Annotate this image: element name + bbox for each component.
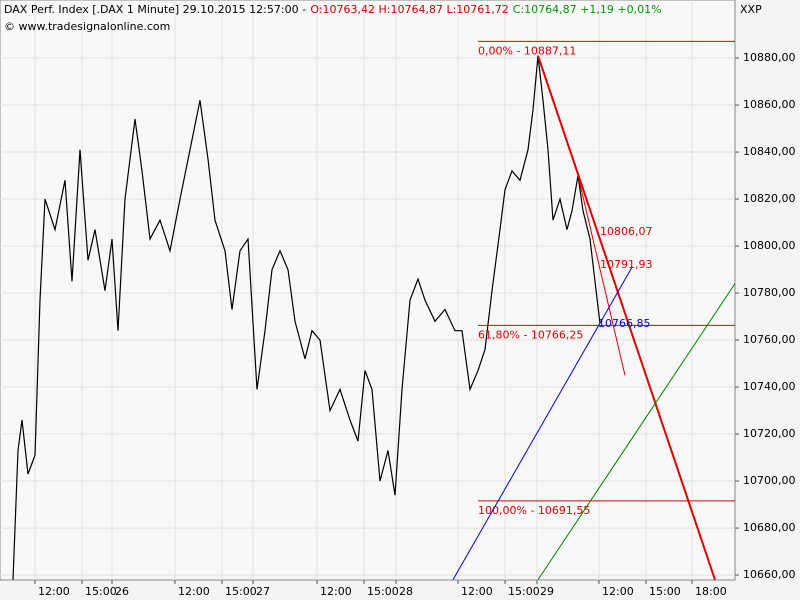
fib-label: 100,00% - 10691,55 bbox=[478, 504, 590, 517]
ohl: O:10763,42 H:10764,87 L:10761,72 bbox=[310, 3, 508, 16]
x-tick-label: 12:00 bbox=[461, 585, 493, 598]
close-change: C:10764,87 +1,19 +0,01% bbox=[513, 3, 662, 16]
y-tick-label: 10740,00 bbox=[743, 380, 796, 393]
trendline bbox=[537, 283, 736, 581]
y-tick-label: 10840,00 bbox=[743, 145, 796, 158]
x-tick-label: 12:00 bbox=[38, 585, 70, 598]
chart-title: DAX Perf. Index [.DAX 1 Minute] 29.10.20… bbox=[4, 3, 306, 16]
fib-label: 61,80% - 10766,25 bbox=[478, 328, 583, 341]
y-tick-label: 10720,00 bbox=[743, 427, 796, 440]
x-tick-label: 12:00 bbox=[602, 585, 634, 598]
y-tick-label: 10660,00 bbox=[743, 568, 796, 581]
y-tick-label: 10760,00 bbox=[743, 333, 796, 346]
x-tick-label: 18:00 bbox=[695, 585, 727, 598]
y-tick-label: 10700,00 bbox=[743, 474, 796, 487]
x-tick-label: 29 bbox=[540, 585, 554, 598]
header: DAX Perf. Index [.DAX 1 Minute] 29.10.20… bbox=[4, 3, 662, 16]
x-tick-label: 15:00 bbox=[225, 585, 257, 598]
trendline bbox=[537, 55, 716, 581]
price-line bbox=[12, 55, 601, 580]
x-tick-label: 15:00 bbox=[85, 585, 117, 598]
y-tick-label: 10680,00 bbox=[743, 521, 796, 534]
x-tick-label: 15:00 bbox=[367, 585, 399, 598]
price-label: 10766,85 bbox=[598, 317, 651, 330]
y-tick-label: 10880,00 bbox=[743, 51, 796, 64]
y-tick-label: 10820,00 bbox=[743, 192, 796, 205]
y-tick-label: 10860,00 bbox=[743, 98, 796, 111]
y-tick-label: 10800,00 bbox=[743, 239, 796, 252]
y-tick-label: 10780,00 bbox=[743, 286, 796, 299]
x-tick-label: 12:00 bbox=[320, 585, 352, 598]
price-label: 10806,07 bbox=[600, 225, 653, 238]
x-tick-label: 15:00 bbox=[649, 585, 681, 598]
x-tick-label: 12:00 bbox=[178, 585, 210, 598]
x-tick-label: 28 bbox=[399, 585, 413, 598]
trendline bbox=[452, 266, 633, 581]
source: © www.tradesignalonline.com bbox=[4, 20, 170, 33]
plot-area bbox=[0, 0, 736, 581]
axis-label: XXP bbox=[740, 3, 762, 16]
x-tick-label: 15:00 bbox=[508, 585, 540, 598]
trendline bbox=[577, 175, 626, 376]
price-label: 10791,93 bbox=[600, 258, 653, 271]
x-tick-label: 26 bbox=[115, 585, 129, 598]
x-tick-label: 27 bbox=[256, 585, 270, 598]
fib-label: 0,00% - 10887,11 bbox=[478, 44, 576, 57]
